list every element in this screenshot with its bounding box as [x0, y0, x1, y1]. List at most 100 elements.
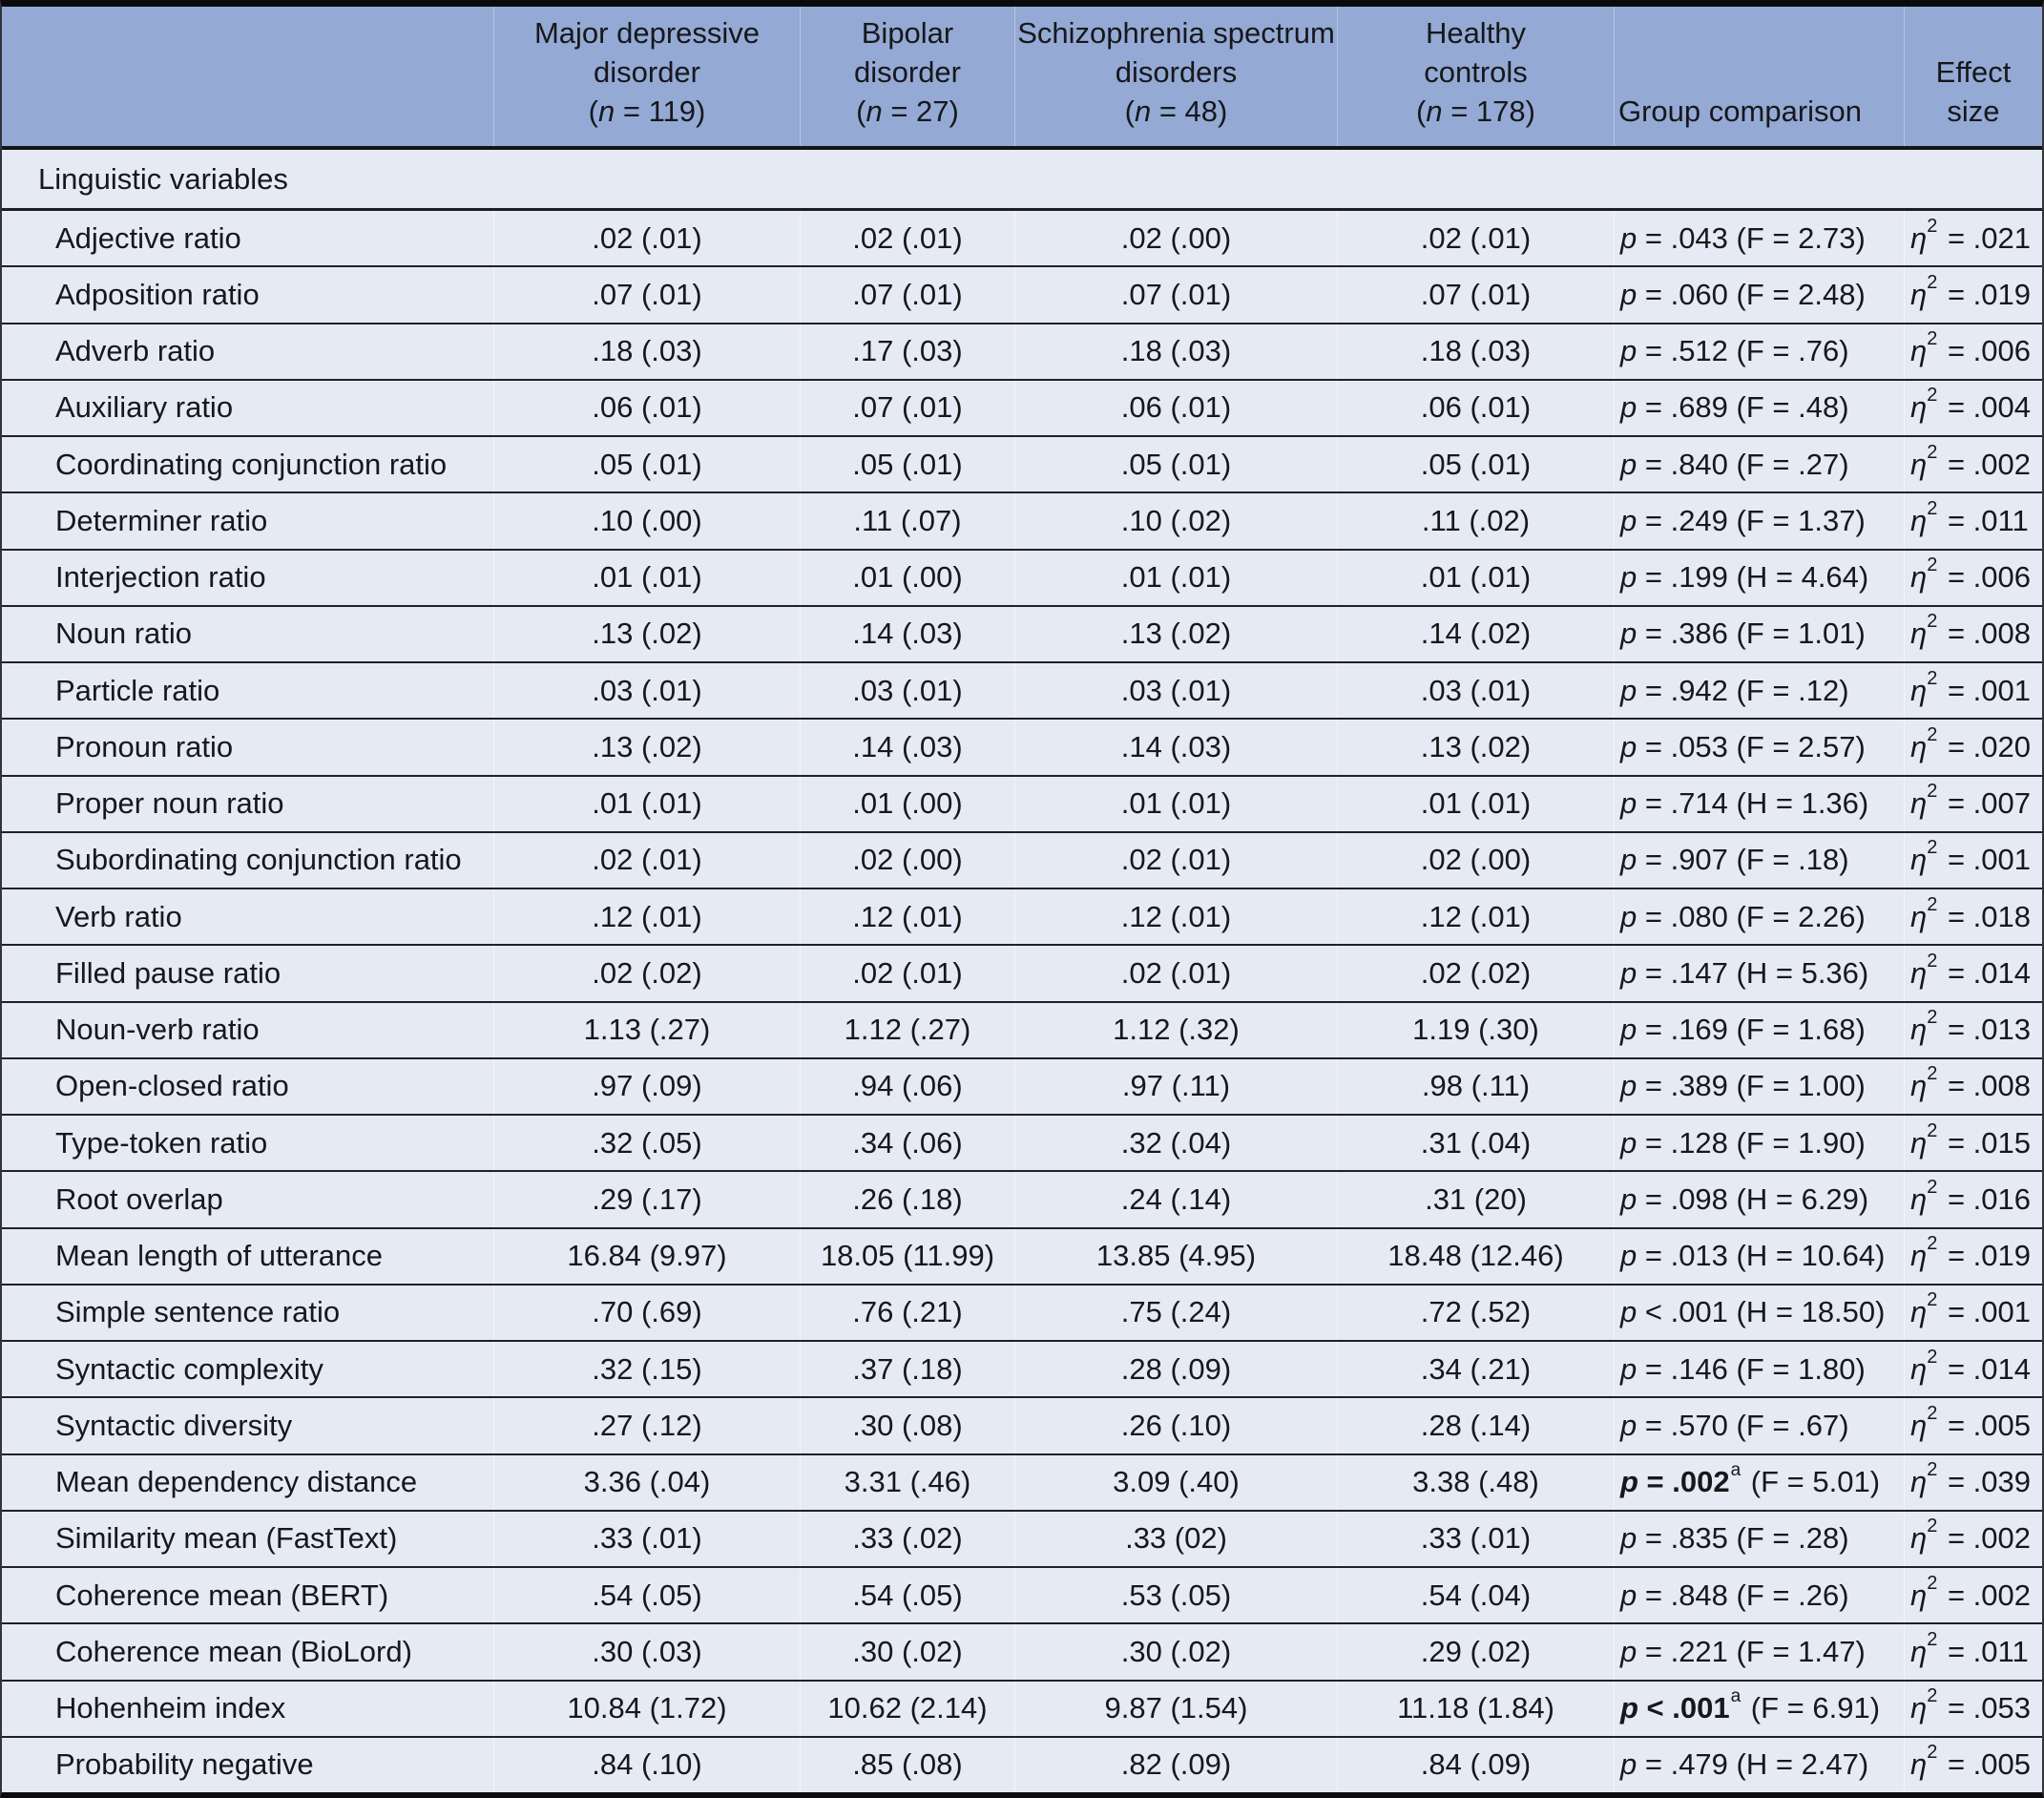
- value-cell-schizophrenia: .18 (.03): [1015, 324, 1338, 379]
- cell-value: .26 (.18): [852, 1181, 963, 1216]
- table-row: Pronoun ratio .13 (.02) .14 (.03) .14 (.…: [2, 720, 2042, 777]
- p-value: = .013: [1637, 1239, 1728, 1273]
- row-label-cell: Adverb ratio: [2, 324, 494, 379]
- p-value: = .512: [1637, 334, 1728, 368]
- row-label: Noun-verb ratio: [55, 1013, 260, 1047]
- table-row: Syntactic diversity .27 (.12) .30 (.08) …: [2, 1398, 2042, 1455]
- group-comparison-cell: p = .386 (F = 1.01): [1615, 606, 1905, 661]
- value-cell-mdd: 3.36 (.04): [494, 1454, 801, 1510]
- p-symbol: p: [1620, 729, 1637, 763]
- table-row: Verb ratio .12 (.01) .12 (.01) .12 (.01)…: [2, 889, 2042, 947]
- value-cell-mdd: .03 (.01): [494, 663, 801, 719]
- table-row: Similarity mean (FastText) .33 (.01) .33…: [2, 1511, 2042, 1568]
- row-label-cell: Proper noun ratio: [2, 776, 494, 831]
- value-cell-schizophrenia: .28 (.09): [1015, 1342, 1338, 1397]
- value-cell-schizophrenia: .82 (.09): [1015, 1737, 1338, 1792]
- p-symbol: p: [1620, 1069, 1637, 1103]
- cell-value: .13 (.02): [592, 617, 702, 651]
- p-value: = .128: [1637, 1125, 1728, 1160]
- test-statistic: (H = 6.29): [1727, 1181, 1869, 1216]
- value-cell-schizophrenia: .02 (.00): [1015, 211, 1338, 266]
- group-comparison-cell: p = .907 (F = .18): [1615, 832, 1905, 888]
- value-cell-controls: .13 (.02): [1338, 720, 1615, 775]
- effect-value: = .005: [1939, 1747, 2032, 1782]
- value-cell-mdd: .13 (.02): [494, 606, 801, 661]
- p-symbol: p: [1620, 1634, 1637, 1668]
- value-cell-controls: .06 (.01): [1338, 380, 1615, 435]
- value-cell-controls: .18 (.03): [1338, 324, 1615, 379]
- group-comparison-cell: p = .002 a (F = 5.01): [1615, 1454, 1905, 1510]
- eta-symbol: η: [1910, 390, 1928, 425]
- column-header-line: Major depressive: [533, 16, 761, 50]
- effect-value: = .002: [1939, 1578, 2032, 1612]
- row-label: Adverb ratio: [55, 334, 216, 368]
- cell-value: .14 (.02): [1420, 617, 1532, 651]
- value-cell-bipolar: .02 (.00): [801, 832, 1015, 888]
- column-header-line: disorder: [854, 55, 961, 89]
- cell-value: .27 (.12): [592, 1408, 702, 1442]
- cell-value: .06 (.01): [1120, 390, 1232, 425]
- value-cell-schizophrenia: .26 (.10): [1015, 1398, 1338, 1453]
- cell-value: .07 (.01): [1120, 277, 1232, 311]
- cell-value: .29 (.17): [592, 1181, 702, 1216]
- p-symbol: p: [1620, 447, 1637, 481]
- cell-value: .02 (.00): [852, 843, 963, 877]
- cell-value: .30 (.03): [592, 1634, 702, 1668]
- p-symbol: p: [1620, 617, 1637, 651]
- cell-value: .94 (.06): [852, 1069, 963, 1103]
- value-cell-controls: .02 (.02): [1338, 946, 1615, 1001]
- value-cell-schizophrenia: .01 (.01): [1015, 550, 1338, 605]
- test-statistic: (H = 4.64): [1727, 560, 1869, 595]
- cell-value: .01 (.01): [1120, 786, 1232, 821]
- cell-value: .12 (.01): [1420, 899, 1532, 933]
- test-statistic: (F = 1.47): [1727, 1634, 1866, 1668]
- cell-value: .02 (.01): [852, 220, 963, 255]
- row-label-cell: Simple sentence ratio: [2, 1285, 494, 1340]
- row-label-cell: Mean dependency distance: [2, 1454, 494, 1510]
- test-statistic: (F = 1.90): [1727, 1125, 1866, 1160]
- column-header-group-0: Major depressive disorder (n = 119): [494, 7, 801, 146]
- eta-symbol: η: [1910, 1521, 1928, 1556]
- p-symbol: p: [1620, 390, 1637, 425]
- p-value: = .221: [1637, 1634, 1728, 1668]
- test-statistic: (F = 1.00): [1727, 1069, 1866, 1103]
- group-comparison-cell: p = .199 (H = 4.64): [1615, 550, 1905, 605]
- eta-symbol: η: [1910, 1691, 1928, 1725]
- cell-value: .06 (.01): [592, 390, 702, 425]
- row-label: Coherence mean (BERT): [55, 1578, 389, 1612]
- effect-value: = .014: [1939, 955, 2032, 990]
- table-header-row: Major depressive disorder (n = 119) Bipolar…: [2, 7, 2042, 150]
- value-cell-controls: 18.48 (12.46): [1338, 1228, 1615, 1284]
- cell-value: .01 (.01): [592, 786, 702, 821]
- value-cell-schizophrenia: .06 (.01): [1015, 380, 1338, 435]
- row-label-cell: Particle ratio: [2, 663, 494, 719]
- cell-value: .02 (.02): [592, 955, 702, 990]
- value-cell-bipolar: .05 (.01): [801, 437, 1015, 492]
- column-header-n: (n = 48): [1124, 94, 1228, 128]
- cell-value: .28 (.09): [1120, 1351, 1232, 1386]
- cell-value: .82 (.09): [1120, 1747, 1232, 1782]
- value-cell-bipolar: 10.62 (2.14): [801, 1681, 1015, 1736]
- column-header-line: Effect: [1935, 55, 2012, 89]
- cell-value: .07 (.01): [1420, 277, 1532, 311]
- p-value: = .389: [1637, 1069, 1728, 1103]
- cell-value: .14 (.03): [852, 617, 963, 651]
- value-cell-controls: .34 (.21): [1338, 1342, 1615, 1397]
- value-cell-bipolar: .33 (.02): [801, 1511, 1015, 1566]
- column-header-group-3: Healthy controls (n = 178): [1338, 7, 1615, 146]
- test-statistic: (F = .67): [1727, 1408, 1849, 1442]
- cell-value: .02 (.01): [592, 843, 702, 877]
- value-cell-bipolar: .03 (.01): [801, 663, 1015, 719]
- row-label: Particle ratio: [55, 673, 220, 707]
- eta-symbol: η: [1910, 1239, 1928, 1273]
- effect-value: = .013: [1939, 1013, 2032, 1047]
- row-label: Pronoun ratio: [55, 729, 234, 763]
- cell-value: .97 (.11): [1121, 1069, 1231, 1103]
